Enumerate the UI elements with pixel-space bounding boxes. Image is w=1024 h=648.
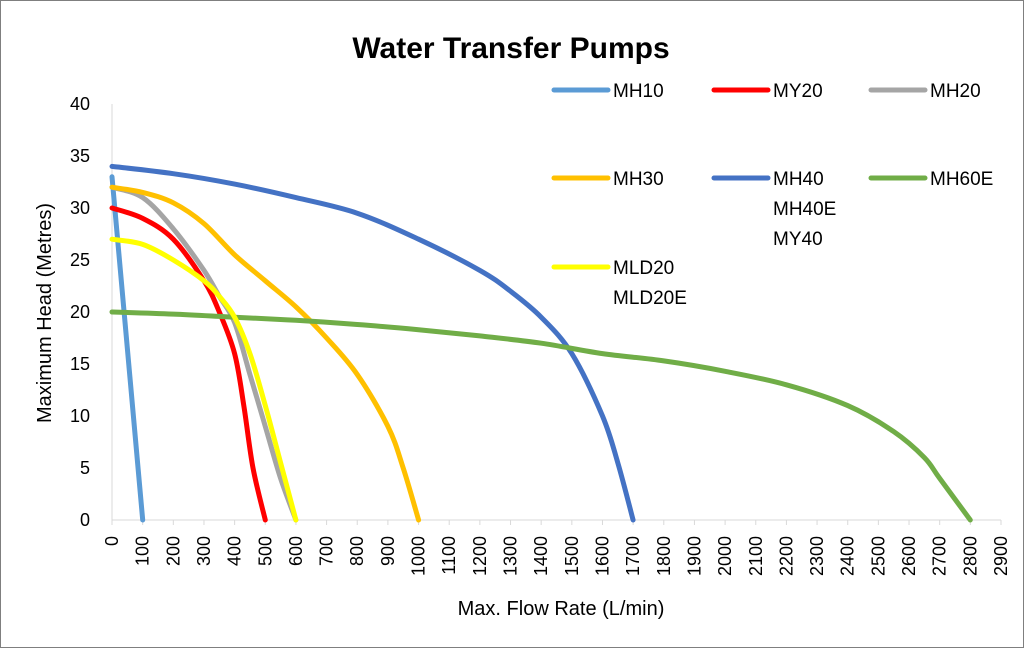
legend-item-mh40: MH40 MH40E MY40 <box>711 169 836 250</box>
x-tick-label: 1600 <box>592 536 612 576</box>
x-tick-label: 0 <box>102 536 122 546</box>
series-line-mld20 <box>109 236 299 523</box>
x-tick-label: 1000 <box>409 536 429 576</box>
legend-label: MH60E <box>930 169 993 190</box>
x-tick-label: 2300 <box>807 536 827 576</box>
x-tick-label: 600 <box>286 536 306 566</box>
x-tick-label: 2400 <box>838 536 858 576</box>
series-line-mh30 <box>109 184 422 523</box>
x-tick-label: 900 <box>378 536 398 566</box>
legend-item-mh20: MH20 <box>868 81 981 102</box>
x-tick-label: 1900 <box>684 536 704 576</box>
y-tick-label: 20 <box>70 302 90 322</box>
legend-item-my20: MY20 <box>711 81 823 102</box>
x-tick-label: 2800 <box>960 536 980 576</box>
y-tick-label: 10 <box>70 406 90 426</box>
series-line-mh40 <box>109 163 636 523</box>
y-tick-label: 35 <box>70 146 90 166</box>
y-tick-label: 25 <box>70 250 90 270</box>
y-tick-label: 40 <box>70 94 90 114</box>
series-line-my20 <box>109 205 268 523</box>
legend-label: MH40E <box>773 199 836 220</box>
plot-series <box>109 163 973 523</box>
x-tick-label: 500 <box>255 536 275 566</box>
y-tick-label: 0 <box>80 510 90 530</box>
x-tick-label: 2100 <box>746 536 766 576</box>
legend-item-mh60e: MH60E <box>868 169 993 190</box>
x-tick-label: 800 <box>347 536 367 566</box>
chart-title: Water Transfer Pumps <box>352 32 669 65</box>
series-line-mh60e <box>109 309 973 523</box>
series-line-mh10 <box>109 174 146 523</box>
x-tick-label: 1700 <box>623 536 643 576</box>
x-tick-label: 300 <box>194 536 214 566</box>
x-tick-label: 2600 <box>899 536 919 576</box>
x-tick-label: 1200 <box>470 536 490 576</box>
legend-label: MLD20 <box>613 258 674 279</box>
legend-label: MH40 <box>773 169 824 190</box>
x-axis-title: Max. Flow Rate (L/min) <box>458 598 665 620</box>
legend-item-mh10: MH10 <box>551 81 664 102</box>
legend-label: MH30 <box>613 169 664 190</box>
legend-item-mh30: MH30 <box>551 169 664 190</box>
x-tick-label: 700 <box>317 536 337 566</box>
x-tick-label: 1800 <box>654 536 674 576</box>
x-tick-label: 2000 <box>715 536 735 576</box>
y-tick-label: 15 <box>70 354 90 374</box>
x-tick-label: 100 <box>133 536 153 566</box>
y-tick-label: 5 <box>80 458 90 478</box>
x-tick-label: 2200 <box>776 536 796 576</box>
x-tick-label: 1400 <box>531 536 551 576</box>
legend-label: MY40 <box>773 229 823 250</box>
x-tick-label: 400 <box>225 536 245 566</box>
legend-label: MLD20E <box>613 288 687 309</box>
x-tick-label: 200 <box>163 536 183 566</box>
x-tick-label: 2900 <box>991 536 1011 576</box>
x-tick-label: 2500 <box>868 536 888 576</box>
x-tick-label: 1300 <box>501 536 521 576</box>
x-tick-label: 1100 <box>439 536 459 575</box>
legend-label: MH10 <box>613 81 664 102</box>
x-tick-label: 1500 <box>562 536 582 576</box>
y-tick-label: 30 <box>70 198 90 218</box>
y-axis-title: Maximum Head (Metres) <box>34 203 56 423</box>
legend-label: MH20 <box>930 81 981 102</box>
legend-label: MY20 <box>773 81 823 102</box>
legend-item-mld20: MLD20 MLD20E <box>551 258 687 309</box>
x-tick-label: 2700 <box>930 536 950 576</box>
